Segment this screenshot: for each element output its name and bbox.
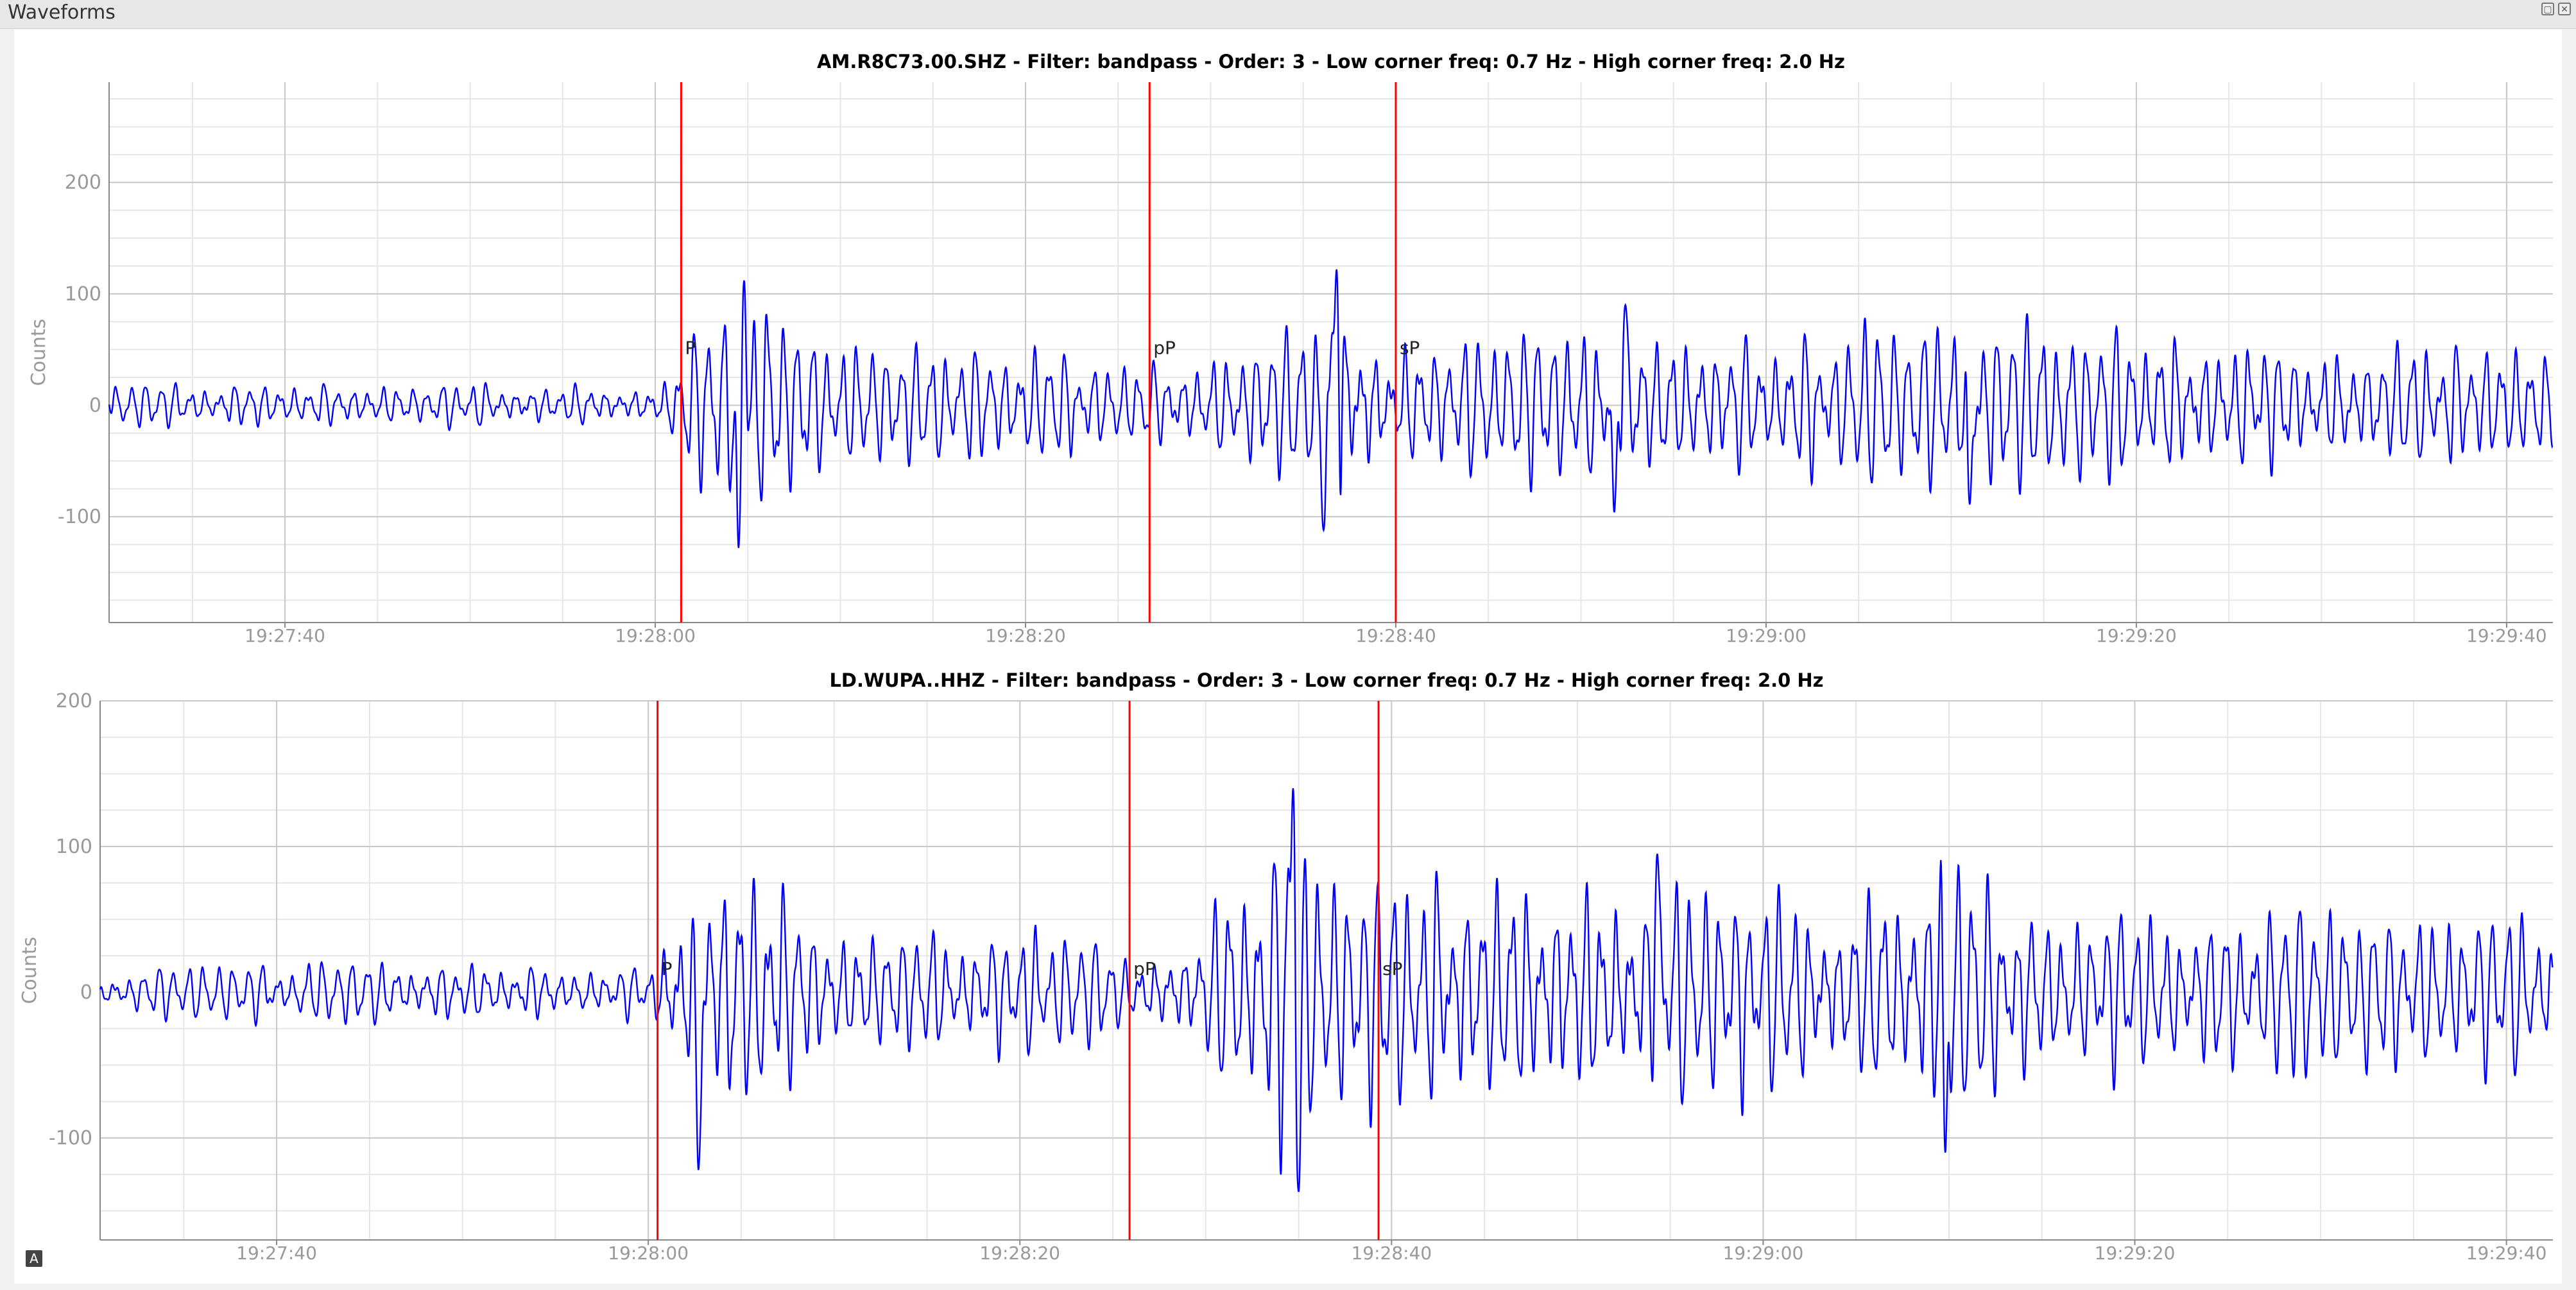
restore-window-icon[interactable]: ▢ [2541,3,2554,15]
phase-pick-label: P [662,958,673,979]
x-tick-label: 19:29:00 [1723,1243,1804,1264]
x-tick-label: 19:28:20 [979,1243,1060,1264]
waveforms-panel: 19:27:40 19:28:00 19:28:20 19:28:40 19:29:00… [14,30,2562,1284]
y-axis-label: Counts [28,319,50,386]
phase-pick-label: sP [1400,338,1420,359]
phase-pick-label: sP [1382,958,1402,979]
chart-title: LD.WUPA..HHZ - Filter: bandpass - Order:… [829,669,1823,691]
y-tick-label: 0 [89,394,101,417]
x-tick-label: 19:29:40 [2466,1243,2547,1264]
phase-pick-label: P [685,338,696,359]
phase-pick-label: pP [1153,338,1176,359]
x-tick-label: 19:28:40 [1351,1243,1432,1264]
chart-title: AM.R8C73.00.SHZ - Filter: bandpass - Ord… [817,51,1845,73]
window-title: Waveforms [8,1,116,24]
x-tick-label: 19:28:40 [1355,625,1436,646]
y-tick-label: 100 [56,836,92,858]
x-tick-label: 19:29:20 [2096,625,2177,646]
autoscale-toggle-icon[interactable]: A [26,1250,42,1267]
waveform-charts: 19:27:40 19:28:00 19:28:20 19:28:40 19:29:00… [19,51,2554,1264]
x-tick-label: 19:29:40 [2466,625,2547,646]
x-tick-label: 19:28:00 [615,625,696,646]
x-tick-label: 19:27:40 [236,1243,317,1264]
waveform-trace [108,269,2554,548]
x-tick-label: 19:29:20 [2095,1243,2176,1264]
y-tick-label: -100 [49,1127,92,1149]
y-tick-label: 0 [80,981,92,1004]
y-tick-label: -100 [58,506,101,528]
window-titlebar: Waveforms ▢ ✕ [0,0,2576,29]
waveform-trace [99,788,2554,1192]
x-tick-label: 19:29:00 [1726,625,1807,646]
y-axis-label: Counts [19,937,41,1004]
phase-pick-label: pP [1133,958,1156,979]
x-tick-label: 19:28:00 [608,1243,689,1264]
y-tick-label: 200 [65,171,101,194]
y-tick-label: 200 [56,690,92,712]
close-window-icon[interactable]: ✕ [2558,3,2571,15]
x-tick-label: 19:28:20 [985,625,1066,646]
y-tick-label: 100 [65,283,101,305]
right-border [2562,30,2576,1284]
x-tick-label: 19:27:40 [245,625,325,646]
